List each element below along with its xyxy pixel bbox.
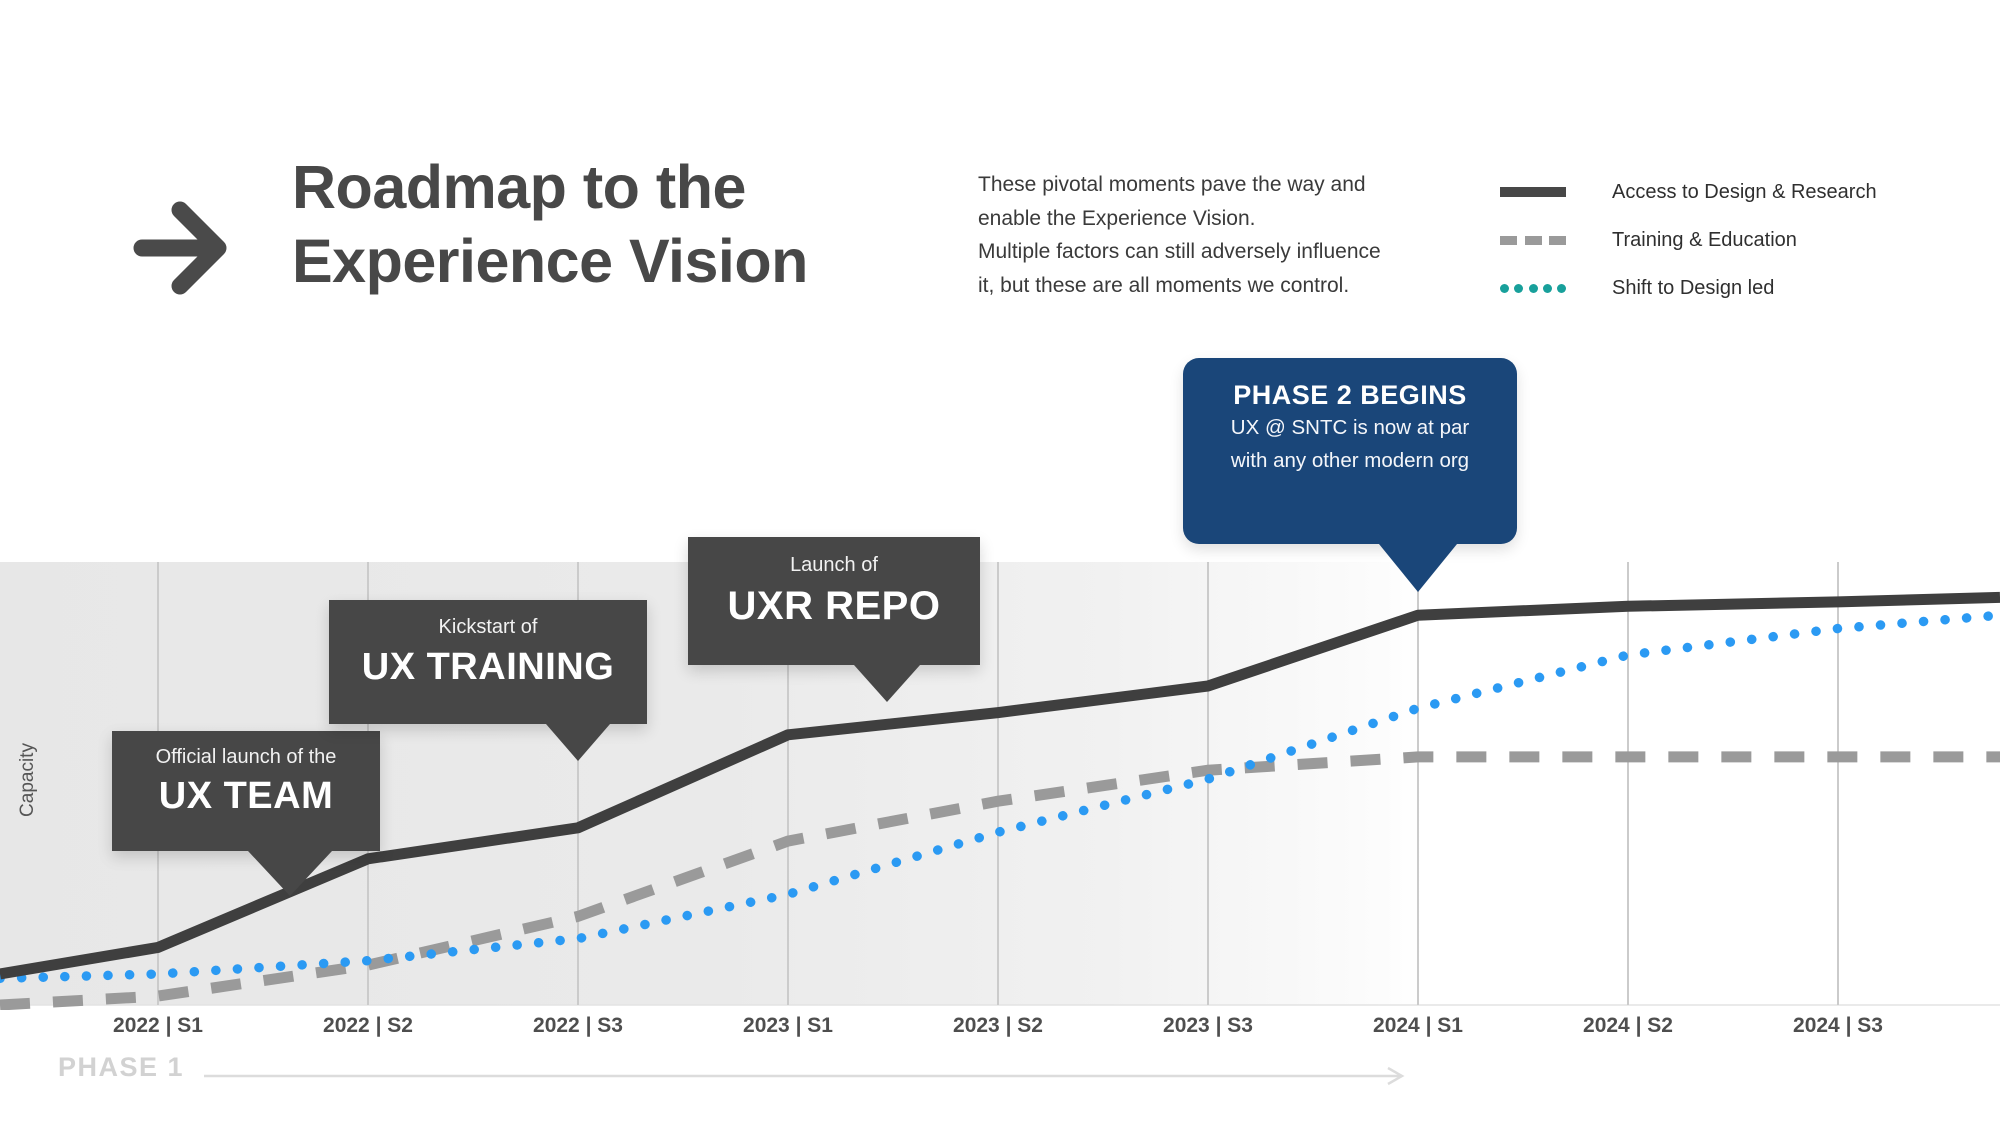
- description-line: These pivotal moments pave the way and: [978, 173, 1366, 196]
- callout-pointer-icon: [854, 665, 920, 702]
- phase2-body-line: with any other modern org: [1230, 449, 1470, 472]
- callout-pointer-icon: [1379, 544, 1457, 592]
- y-axis-label: Capacity: [17, 743, 38, 817]
- x-axis-label: 2022 | S3: [533, 1014, 623, 1037]
- callout-ux-team: Official launch of the UX TEAM: [112, 731, 380, 896]
- phase1-label: PHASE 1: [58, 1052, 185, 1082]
- description-line: it, but these are all moments we control…: [978, 273, 1350, 297]
- page-title: Roadmap to the Experience Vision: [292, 150, 808, 298]
- legend-swatch-solid-line: [1500, 187, 1566, 197]
- legend-item-shift: Shift to Design led: [1500, 264, 1877, 312]
- legend-label: Shift to Design led: [1612, 276, 1775, 299]
- x-axis-label: 2024 | S1: [1373, 1014, 1463, 1037]
- dot-swatch: [1528, 283, 1538, 293]
- callout-kicker: Kickstart of: [438, 616, 538, 638]
- description-line: enable the Experience Vision.: [978, 206, 1256, 230]
- callout-kicker: Launch of: [790, 554, 878, 576]
- dash-swatch: [1549, 235, 1566, 245]
- page-title-line-2: Experience Vision: [292, 227, 808, 295]
- callout-title: UX TRAINING: [361, 646, 615, 688]
- dot-swatch: [1514, 283, 1524, 293]
- x-axis-label: 2024 | S3: [1793, 1014, 1883, 1037]
- legend: Access to Design & Research Training & E…: [1500, 168, 1877, 312]
- callout-title: UX TEAM: [158, 775, 334, 817]
- arrow-right-icon: [133, 201, 227, 295]
- series-line-dashed: [0, 751, 2000, 1010]
- callout-title: UXR REPO: [727, 584, 941, 628]
- page-title-line-1: Roadmap to the: [292, 153, 746, 221]
- solid-line-swatch: [1500, 187, 1566, 197]
- phase2-body-line: UX @ SNTC is now at par: [1230, 416, 1470, 439]
- dash-swatch: [1524, 235, 1542, 245]
- phase2-title: PHASE 2 BEGINS: [1233, 380, 1467, 410]
- x-axis-label: 2022 | S2: [323, 1014, 413, 1037]
- x-axis-label: 2024 | S2: [1583, 1014, 1673, 1037]
- legend-label: Access to Design & Research: [1612, 180, 1877, 203]
- legend-swatch-dotted-line: [1500, 283, 1566, 293]
- callout-uxr-repo: Launch of UXR REPO: [688, 537, 980, 702]
- dot-swatch: [1542, 283, 1552, 293]
- legend-item-training: Training & Education: [1500, 216, 1877, 264]
- x-axis-label: 2022 | S1: [113, 1014, 203, 1037]
- description-line: Multiple factors can still adversely inf…: [978, 240, 1381, 263]
- x-axis-label: 2023 | S1: [743, 1014, 833, 1037]
- phase1-arrow-icon: [204, 1066, 1405, 1086]
- callout-pointer-icon: [248, 851, 332, 896]
- legend-label: Training & Education: [1612, 228, 1797, 251]
- dash-swatch: [1500, 235, 1517, 245]
- description: These pivotal moments pave the way and e…: [978, 168, 1418, 302]
- legend-swatch-dashed-line: [1500, 235, 1566, 245]
- dot-swatch: [1557, 283, 1566, 293]
- legend-item-access: Access to Design & Research: [1500, 168, 1877, 216]
- callout-kicker: Official launch of the: [155, 746, 337, 768]
- series-line-dotted: [0, 610, 2000, 984]
- callout-pointer-icon: [546, 724, 610, 761]
- dot-swatch: [1500, 283, 1509, 293]
- callout-ux-training: Kickstart of UX TRAINING: [329, 600, 647, 761]
- x-axis-label: 2023 | S3: [1163, 1014, 1253, 1037]
- callout-phase2-begins: PHASE 2 BEGINS UX @ SNTC is now at par w…: [1183, 358, 1517, 592]
- x-axis-label: 2023 | S2: [953, 1014, 1043, 1037]
